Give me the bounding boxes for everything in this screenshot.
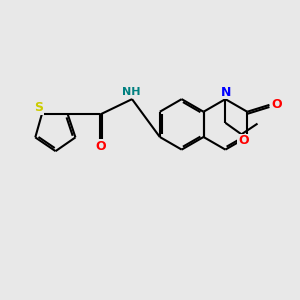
- Text: O: O: [95, 140, 106, 153]
- Text: NH: NH: [122, 87, 140, 97]
- Text: S: S: [34, 101, 43, 114]
- Text: N: N: [221, 86, 231, 99]
- Text: O: O: [271, 98, 282, 111]
- Text: O: O: [238, 134, 249, 147]
